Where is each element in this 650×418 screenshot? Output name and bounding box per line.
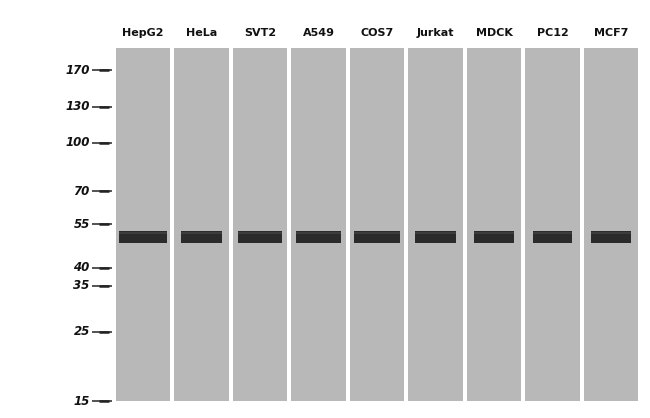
Text: HeLa: HeLa bbox=[186, 28, 217, 38]
Text: 55: 55 bbox=[73, 218, 90, 231]
Text: 70: 70 bbox=[73, 185, 90, 198]
Bar bbox=[534, 232, 571, 234]
Bar bbox=[296, 232, 341, 234]
Bar bbox=[116, 48, 170, 401]
Bar bbox=[354, 232, 400, 234]
Text: 100: 100 bbox=[65, 136, 90, 149]
Bar bbox=[181, 231, 222, 243]
Bar bbox=[174, 48, 229, 401]
Text: MDCK: MDCK bbox=[476, 28, 512, 38]
Text: 25: 25 bbox=[73, 325, 90, 338]
Bar bbox=[119, 232, 167, 234]
Bar bbox=[291, 48, 346, 401]
Bar bbox=[350, 48, 404, 401]
Bar bbox=[181, 232, 222, 234]
Bar bbox=[467, 48, 521, 401]
Text: 170: 170 bbox=[65, 64, 90, 77]
Bar bbox=[415, 232, 456, 234]
Text: HepG2: HepG2 bbox=[122, 28, 164, 38]
Bar bbox=[415, 231, 456, 243]
Text: PC12: PC12 bbox=[537, 28, 568, 38]
Bar bbox=[591, 232, 631, 234]
Text: Jurkat: Jurkat bbox=[417, 28, 454, 38]
Text: 40: 40 bbox=[73, 261, 90, 274]
Text: A549: A549 bbox=[302, 28, 335, 38]
Text: MCF7: MCF7 bbox=[594, 28, 628, 38]
Bar bbox=[238, 231, 282, 243]
Bar bbox=[534, 231, 571, 243]
Bar bbox=[354, 231, 400, 243]
Text: SVT2: SVT2 bbox=[244, 28, 276, 38]
Bar bbox=[408, 48, 463, 401]
Bar bbox=[474, 232, 514, 234]
Text: 15: 15 bbox=[73, 395, 90, 408]
Bar bbox=[233, 48, 287, 401]
Bar bbox=[238, 232, 282, 234]
Bar bbox=[474, 231, 514, 243]
Bar bbox=[591, 231, 631, 243]
Text: 35: 35 bbox=[73, 279, 90, 292]
Bar bbox=[296, 231, 341, 243]
Text: 130: 130 bbox=[65, 100, 90, 113]
Bar bbox=[119, 231, 167, 243]
Bar bbox=[525, 48, 580, 401]
Text: COS7: COS7 bbox=[360, 28, 394, 38]
Bar bbox=[584, 48, 638, 401]
